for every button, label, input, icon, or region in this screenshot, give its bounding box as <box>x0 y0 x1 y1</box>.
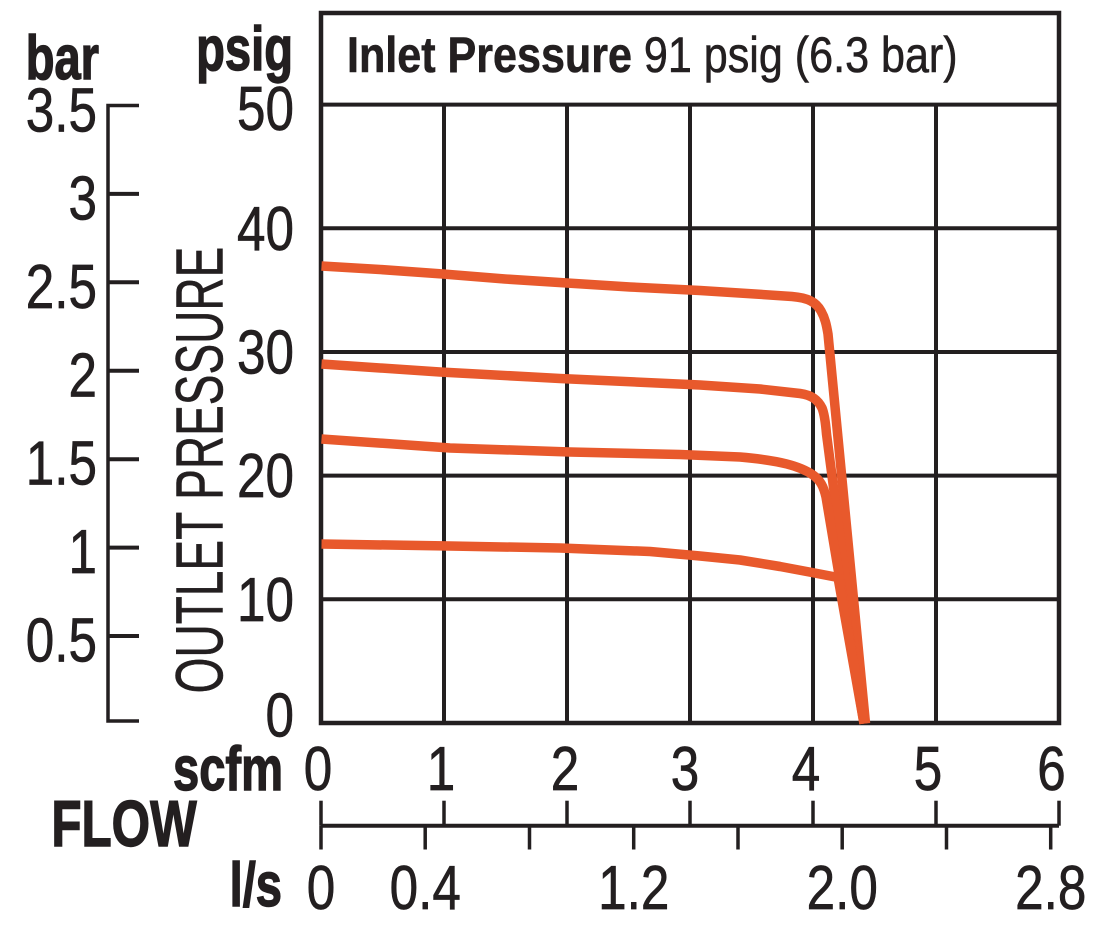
svg-text:scfm: scfm <box>173 734 283 804</box>
svg-text:OUTLET PRESSURE: OUTLET PRESSURE <box>163 247 238 694</box>
svg-text:2.0: 2.0 <box>807 853 878 923</box>
svg-text:2: 2 <box>69 340 97 410</box>
svg-text:1: 1 <box>427 734 455 804</box>
svg-text:20: 20 <box>237 441 294 511</box>
svg-text:2.8: 2.8 <box>1015 853 1086 923</box>
svg-text:50: 50 <box>237 74 294 144</box>
svg-text:0: 0 <box>307 853 335 923</box>
svg-text:3: 3 <box>69 164 97 234</box>
svg-text:40: 40 <box>237 194 294 264</box>
svg-text:0: 0 <box>266 681 294 751</box>
svg-text:3.5: 3.5 <box>26 76 97 146</box>
svg-text:1.2: 1.2 <box>598 853 669 923</box>
svg-text:bar: bar <box>26 23 99 93</box>
svg-text:psig: psig <box>196 14 293 84</box>
svg-text:6: 6 <box>1037 734 1065 804</box>
svg-text:2: 2 <box>551 734 579 804</box>
svg-text:10: 10 <box>237 565 294 635</box>
svg-text:1.5: 1.5 <box>26 429 97 499</box>
svg-text:4: 4 <box>792 734 820 804</box>
svg-text:0.4: 0.4 <box>390 853 461 923</box>
svg-text:0.5: 0.5 <box>26 606 97 676</box>
svg-text:Inlet Pressure 91 psig (6.3 ba: Inlet Pressure 91 psig (6.3 bar) <box>347 27 958 83</box>
svg-text:1: 1 <box>69 517 97 587</box>
svg-text:l/s: l/s <box>230 850 282 920</box>
svg-text:30: 30 <box>237 318 294 388</box>
svg-text:0: 0 <box>304 734 332 804</box>
svg-text:5: 5 <box>914 734 942 804</box>
svg-text:3: 3 <box>671 734 699 804</box>
svg-text:FLOW: FLOW <box>51 789 197 861</box>
svg-text:2.5: 2.5 <box>26 252 97 322</box>
